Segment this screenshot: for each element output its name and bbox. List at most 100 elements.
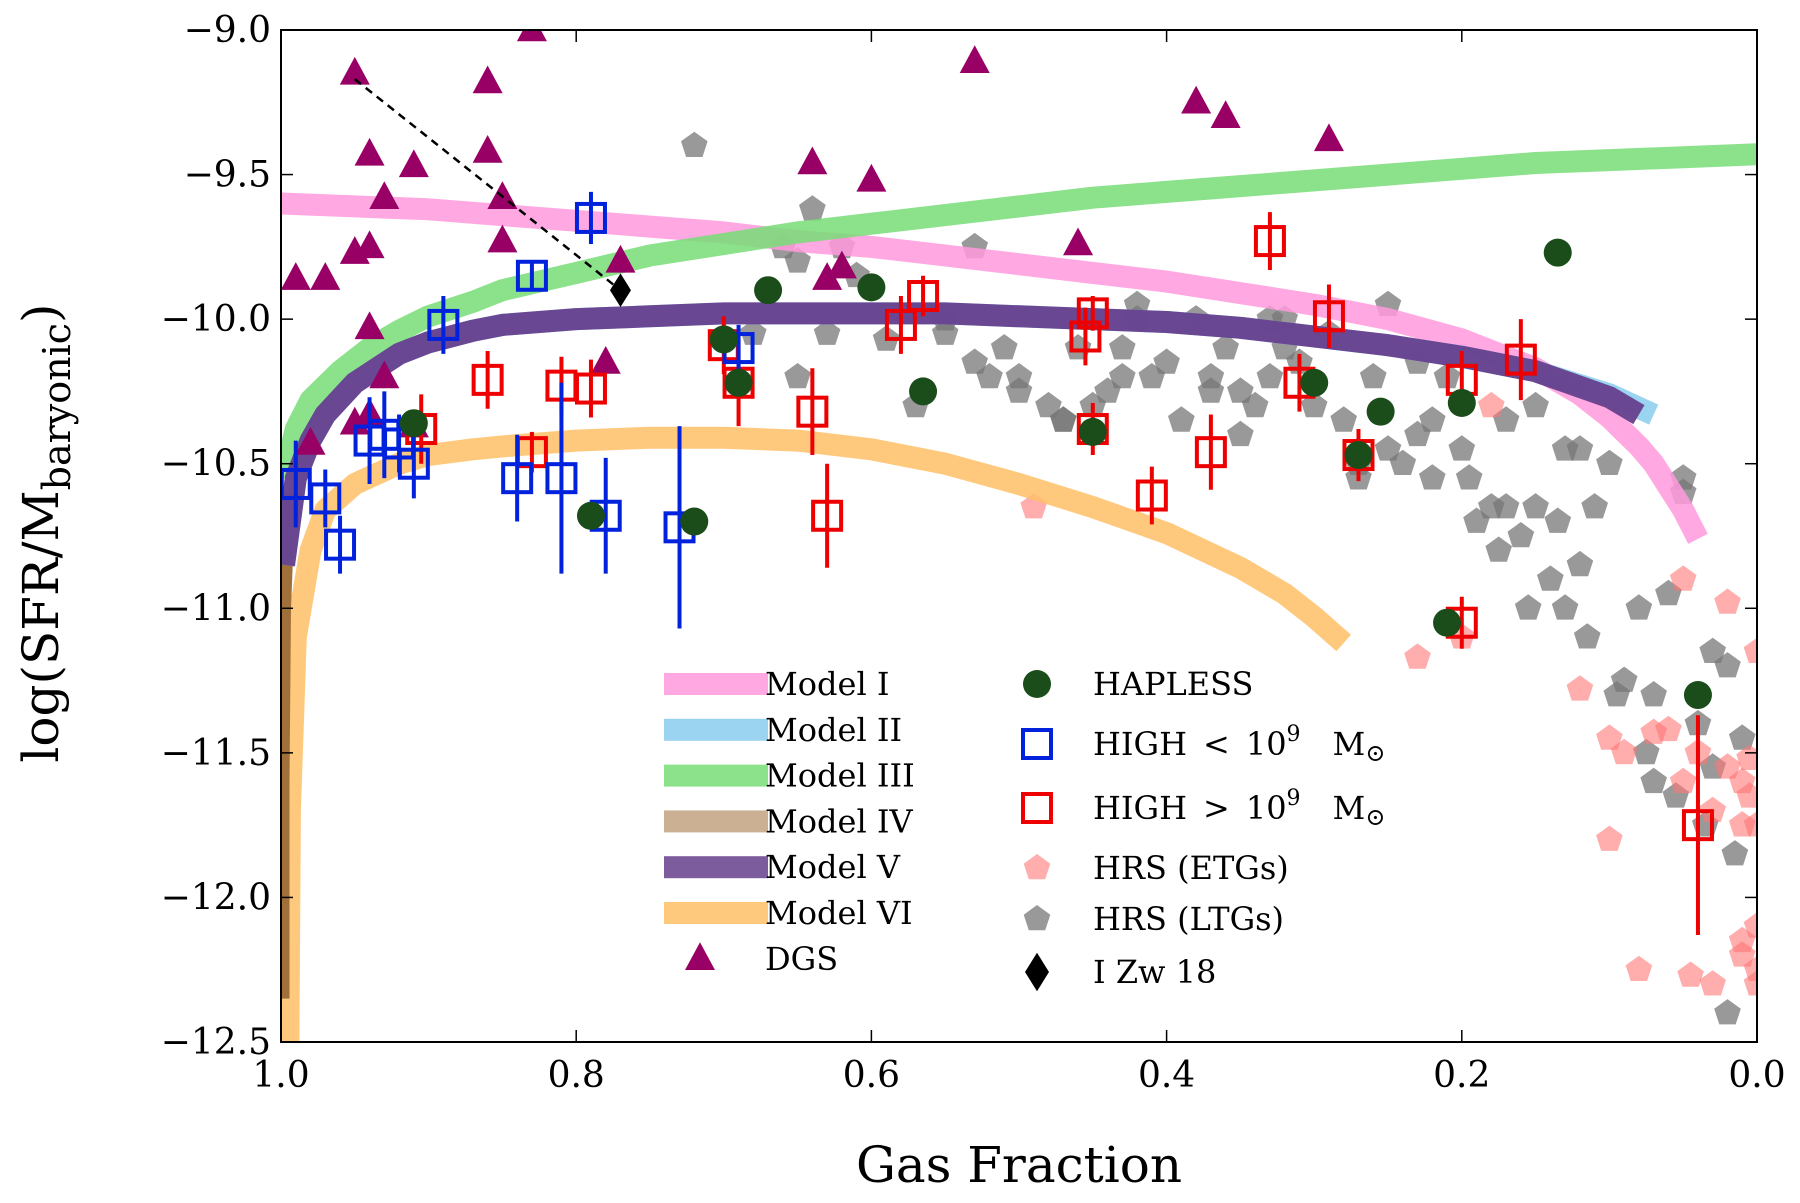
legend-label-part: < — [1187, 725, 1230, 763]
hrs-ltgs-marker — [1603, 681, 1631, 707]
hrs-ltgs-marker — [1596, 449, 1623, 475]
hrs-etgs-point — [1596, 724, 1623, 750]
hrs-ltgs-marker — [1419, 464, 1446, 490]
hapless-marker — [680, 507, 709, 536]
hapless-marker — [1366, 397, 1395, 426]
high-10-9-m-marker — [1069, 320, 1102, 353]
hrs-ltgs-point — [1492, 493, 1520, 519]
hapless-point — [1300, 368, 1329, 397]
legend-label-part: M — [1301, 789, 1366, 827]
hrs-ltgs-point — [784, 363, 811, 389]
dgs-point — [369, 360, 400, 389]
high-10-9-m-marker — [501, 462, 534, 495]
hrs-ltgs-marker — [1005, 363, 1033, 389]
high-10-9-m-marker — [324, 528, 357, 561]
hrs-ltgs-marker — [1514, 594, 1542, 620]
hrs-etgs-point — [1743, 637, 1757, 663]
hrs-ltgs-point — [1544, 507, 1572, 533]
hrs-ltgs-marker — [1573, 623, 1601, 649]
high-10-9-m-marker — [796, 395, 829, 428]
hrs-ltgs-marker — [681, 131, 708, 157]
y-axis-title-close: ) — [12, 303, 70, 323]
hrs-ltgs-marker — [1492, 493, 1520, 519]
high-10-9-m-point — [324, 515, 357, 574]
dgs-marker — [281, 262, 311, 290]
dgs-marker — [856, 163, 887, 192]
high-10-9-m-marker — [1076, 297, 1109, 330]
dgs-point — [472, 65, 503, 94]
hrs-etgs-point — [1714, 588, 1741, 614]
hrs-ltgs-marker — [976, 363, 1003, 389]
hapless-marker — [909, 377, 938, 406]
hrs-ltgs-point — [1197, 363, 1225, 389]
high-10-9-m-marker — [1194, 436, 1227, 469]
hrs-ltgs-marker — [1485, 536, 1512, 562]
high-10-9-m-point — [574, 191, 607, 244]
hrs-etgs-point — [1736, 782, 1757, 808]
y-tick-label: −11.5 — [161, 733, 271, 774]
hrs-etgs-point — [1736, 744, 1757, 770]
dgs-point — [812, 262, 843, 290]
hrs-ltgs-point — [1522, 493, 1549, 519]
model-v-line — [281, 302, 1645, 567]
hrs-ltgs-point — [1625, 594, 1653, 620]
high-10-9-m-marker — [471, 363, 504, 396]
legend-label-part: 10 — [1230, 725, 1287, 763]
hrs-etgs-point — [1625, 955, 1653, 981]
hrs-etgs-point — [1478, 391, 1505, 418]
high-10-9-m-marker — [545, 462, 578, 495]
hrs-etgs-marker — [1669, 565, 1697, 591]
dgs-point — [310, 262, 341, 290]
hrs-ltgs-marker — [1212, 334, 1239, 360]
hrs-ltgs-point — [1721, 840, 1749, 866]
hrs-ltgs-marker — [1537, 565, 1564, 591]
dgs-marker — [310, 262, 341, 290]
hrs-ltgs-marker — [1640, 767, 1667, 794]
hrs-ltgs-marker — [1419, 406, 1446, 432]
dgs-point — [797, 146, 828, 175]
hapless-marker — [1543, 238, 1572, 267]
dgs-marker — [797, 146, 828, 175]
hrs-ltgs-marker — [1455, 464, 1483, 490]
x-tick-label: 0.4 — [1138, 1055, 1195, 1096]
hrs-ltgs-marker — [1522, 391, 1549, 418]
legend-item-dgs: DGS — [685, 940, 838, 978]
dgs-point — [1210, 100, 1241, 128]
hrs-ltgs-point — [813, 319, 841, 345]
hrs-ltgs-marker — [1374, 435, 1402, 461]
dgs-point — [295, 426, 326, 455]
hrs-ltgs-marker — [1728, 724, 1756, 750]
high-10-9-m-marker — [1681, 809, 1714, 842]
hrs-ltgs-point — [1522, 391, 1549, 418]
dgs-point — [826, 250, 857, 279]
dgs-point — [472, 134, 503, 163]
hapless-point — [724, 368, 753, 397]
hrs-ltgs-point — [1485, 536, 1512, 562]
hrs-ltgs-marker — [1359, 363, 1387, 389]
dgs-point — [856, 163, 887, 192]
hrs-ltgs-marker — [1721, 840, 1749, 866]
hrs-ltgs-marker — [1699, 637, 1726, 663]
hrs-etgs-point — [1728, 941, 1756, 967]
dgs-marker — [1313, 123, 1344, 152]
hrs-ltgs-point — [1374, 435, 1402, 461]
high-10-9-m-point — [907, 275, 940, 317]
dgs-marker — [590, 346, 621, 374]
hrs-ltgs-point — [1640, 767, 1667, 794]
dgs-point — [605, 244, 636, 273]
hrs-ltgs-point — [976, 363, 1003, 389]
hrs-etgs-point — [1699, 970, 1726, 996]
hapless-marker — [1433, 608, 1462, 637]
hrs-etgs-marker — [1625, 955, 1653, 981]
i-zw-18-point — [609, 273, 631, 308]
legend-label: Model IV — [765, 802, 914, 840]
hrs-ltgs-marker — [961, 348, 988, 374]
high-10-9-m-point — [545, 382, 578, 574]
hrs-etgs-point — [1743, 811, 1757, 837]
hrs-etgs-marker — [1566, 675, 1594, 701]
hrs-etgs-marker — [1677, 961, 1704, 987]
high-10-9-m-marker — [907, 280, 940, 313]
high-10-9-m-marker — [515, 259, 548, 292]
hrs-etgs-marker — [1669, 767, 1697, 794]
dgs-marker — [605, 244, 636, 273]
